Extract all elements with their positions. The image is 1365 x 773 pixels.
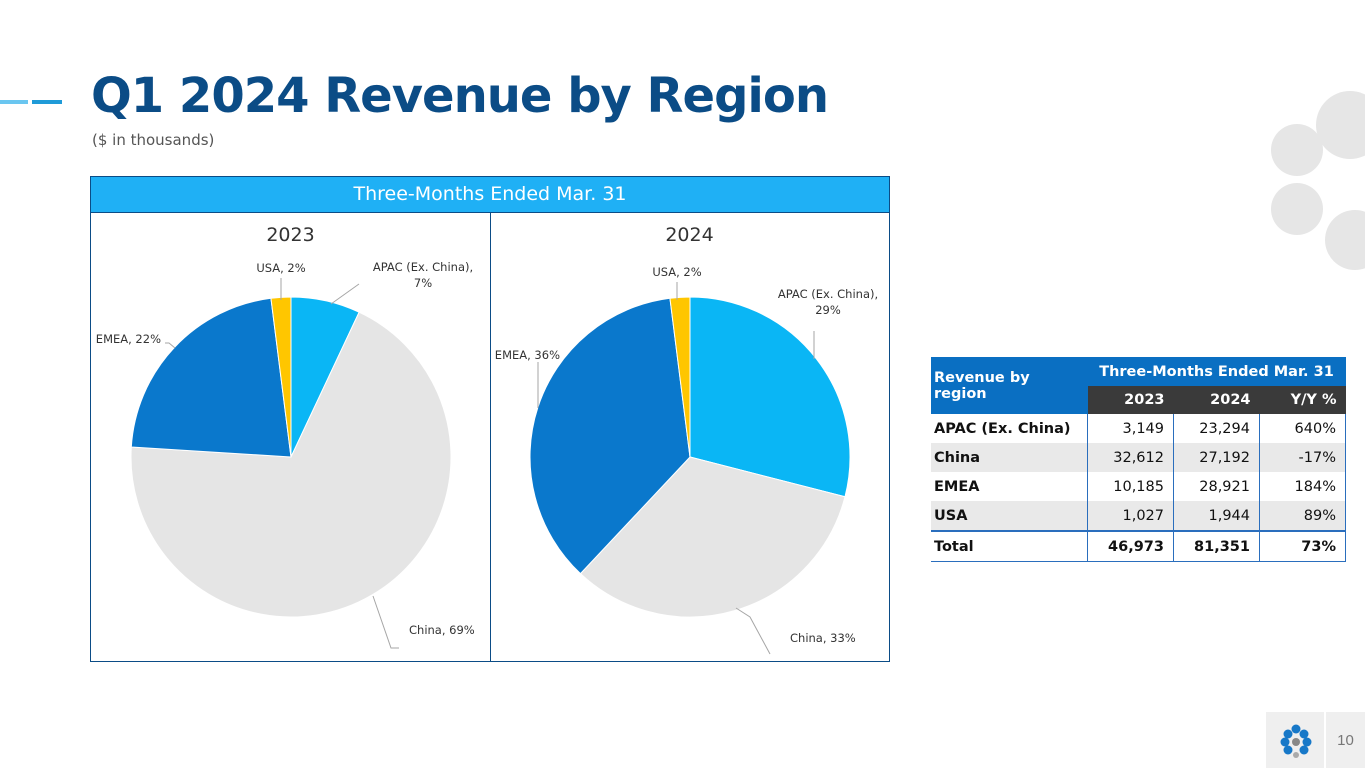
total-yoy: 73% <box>1259 530 1346 562</box>
cell-yoy: -17% <box>1259 443 1346 472</box>
leader-line <box>372 595 399 649</box>
total-2023: 46,973 <box>1087 530 1174 562</box>
column-header: 2023 <box>1087 386 1174 414</box>
pie-title-2023: 2023 <box>266 224 315 246</box>
decorative-circles-icon <box>1271 91 1365 270</box>
row-label: USA <box>931 501 1088 531</box>
cell-yoy: 184% <box>1259 472 1346 501</box>
cell-yoy: 89% <box>1259 501 1346 531</box>
pie-pane-2023: 2023 APAC (Ex. China), 7% China, 69% EMEA, … <box>91 212 491 661</box>
total-2024: 81,351 <box>1173 530 1260 562</box>
pie-slice-usa <box>669 296 691 458</box>
data-label: USA, 2% <box>256 261 305 275</box>
pie-slice-china <box>579 456 846 618</box>
pie-slice-emea <box>130 297 292 458</box>
table-row: China 32,612 27,192 -17% <box>931 443 1346 472</box>
pie-slice-apac-ex-china <box>689 296 851 498</box>
cell-2023: 3,149 <box>1087 414 1174 443</box>
table-row-header: Revenue by region <box>931 357 1088 414</box>
leader-line <box>165 342 176 349</box>
table-total-row: Total 46,973 81,351 73% <box>931 530 1346 562</box>
title-accent-light <box>0 100 28 104</box>
column-header: 2024 <box>1173 386 1260 414</box>
cell-2024: 23,294 <box>1173 414 1260 443</box>
cell-2024: 27,192 <box>1173 443 1260 472</box>
pie-chart-2023: APAC (Ex. China), 7% China, 69% EMEA, 22% US… <box>96 260 475 649</box>
data-label: APAC (Ex. China), 7% <box>373 260 473 290</box>
slide-subtitle: ($ in thousands) <box>92 131 215 149</box>
data-label: China, 33% <box>790 631 856 645</box>
data-label: China, 69% <box>409 623 475 637</box>
cell-yoy: 640% <box>1259 414 1346 443</box>
data-label: APAC (Ex. China), 29% <box>778 287 878 317</box>
pie-chart-panel: Three-Months Ended Mar. 31 2023 APAC (Ex… <box>90 176 890 662</box>
total-label: Total <box>931 530 1088 562</box>
data-label: USA, 2% <box>652 265 701 279</box>
table-row: EMEA 10,185 28,921 184% <box>931 472 1346 501</box>
pie-pane-2024: 2024 APAC (Ex. China), 29% China, 33% EMEA,… <box>490 212 889 661</box>
table-group-header: Three-Months Ended Mar. 31 <box>1087 357 1346 386</box>
table-row: USA 1,027 1,944 89% <box>931 501 1346 531</box>
title-accent-dark <box>32 100 62 104</box>
cell-2023: 32,612 <box>1087 443 1174 472</box>
page-number: 10 <box>1326 712 1365 768</box>
column-header: Y/Y % <box>1259 386 1346 414</box>
company-logo <box>1266 712 1324 768</box>
pie-title-2024: 2024 <box>665 224 714 246</box>
pie-slice-china <box>130 311 452 618</box>
row-label: APAC (Ex. China) <box>934 420 1071 437</box>
row-label: China <box>931 443 1088 472</box>
cell-2024: 28,921 <box>1173 472 1260 501</box>
cell-2023: 10,185 <box>1087 472 1174 501</box>
leader-line <box>735 607 771 655</box>
slide-title: Q1 2024 Revenue by Region <box>91 68 829 124</box>
data-label: EMEA, 22% <box>96 332 161 346</box>
revenue-table: Revenue by region Three-Months Ended Mar… <box>931 357 1346 562</box>
table-row: APAC (Ex. China) 3,149 23,294 640% <box>931 414 1346 443</box>
chart-panel-header: Three-Months Ended Mar. 31 <box>91 177 889 213</box>
cell-2023: 1,027 <box>1087 501 1174 531</box>
leader-line <box>330 283 360 305</box>
cell-2024: 1,944 <box>1173 501 1260 531</box>
data-label: EMEA, 36% <box>495 348 560 362</box>
row-label: EMEA <box>934 478 980 495</box>
pie-chart-2024: APAC (Ex. China), 29% China, 33% EMEA, 36% U… <box>495 265 878 655</box>
logo-dots-icon <box>1280 724 1312 758</box>
